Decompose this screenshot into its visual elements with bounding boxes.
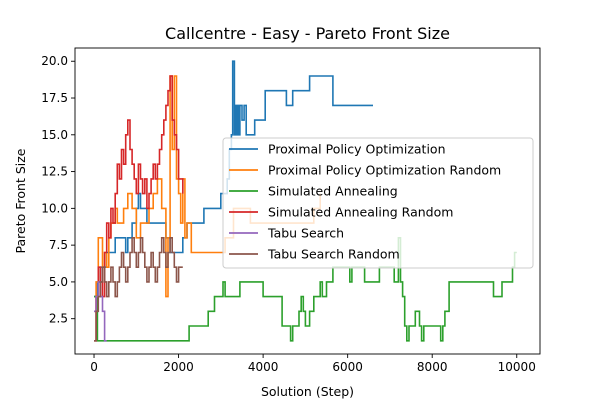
x-tick-label: 2000 [163, 360, 194, 374]
series-line-4 [94, 75, 184, 342]
legend: Proximal Policy Optimization Proximal Pol… [222, 137, 534, 269]
x-tick-label: 0 [90, 360, 98, 374]
y-tick-label: 17.5 [41, 91, 68, 105]
legend-label-1: Proximal Policy Optimization [268, 142, 446, 157]
y-axis-label: Pareto Front Size [13, 148, 28, 253]
series-line-6 [94, 237, 183, 342]
x-tick-label: 6000 [332, 360, 363, 374]
y-tick-label: 20.0 [41, 54, 68, 68]
legend-label-3: Simulated Annealing [268, 184, 398, 199]
chart-title: Callcentre - Easy - Pareto Front Size [165, 24, 450, 43]
legend-label-6: Tabu Search Random [267, 247, 400, 262]
legend-box [222, 137, 534, 269]
y-tick-label: 7.5 [49, 238, 68, 252]
legend-label-2: Proximal Policy Optimization Random [268, 163, 501, 178]
x-tick-label: 4000 [248, 360, 279, 374]
x-tick-label: 10000 [498, 360, 536, 374]
y-tick-label: 2.5 [49, 312, 68, 326]
legend-label-4: Simulated Annealing Random [268, 205, 453, 220]
legend-label-5: Tabu Search [267, 226, 344, 241]
ticks-layer: 0 2000 4000 6000 8000 10000 2.5 5.0 7.5 10.0 12.5 1… [41, 54, 536, 374]
series-layer [94, 60, 517, 342]
y-tick-label: 12.5 [41, 165, 68, 179]
y-tick-label: 15.0 [41, 128, 68, 142]
axes-frame [74, 47, 541, 355]
y-tick-label: 10.0 [41, 201, 68, 215]
x-axis-label: Solution (Step) [261, 384, 354, 399]
x-tick-label: 8000 [417, 360, 448, 374]
series-line-3 [94, 237, 517, 342]
y-tick-label: 5.0 [49, 275, 68, 289]
